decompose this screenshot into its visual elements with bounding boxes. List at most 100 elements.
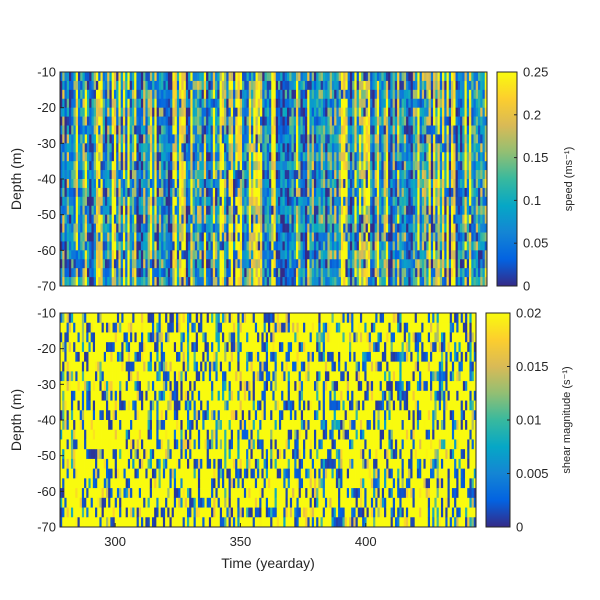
heatmap-cell xyxy=(484,170,488,180)
heatmap-cell xyxy=(291,268,295,278)
heatmap-cell xyxy=(334,134,337,144)
heatmap-cell xyxy=(102,170,106,180)
heatmap-cell xyxy=(129,196,133,207)
heatmap-cell xyxy=(410,250,414,260)
heatmap-cell xyxy=(433,107,436,117)
heatmap-cell xyxy=(478,259,481,269)
heatmap-cell xyxy=(145,241,148,251)
heatmap-cell xyxy=(64,390,67,401)
heatmap-cell xyxy=(363,187,366,198)
heatmap-cell xyxy=(309,98,313,109)
heatmap-cell xyxy=(284,223,288,233)
heatmap-cell xyxy=(84,161,88,171)
heatmap-cell xyxy=(462,205,465,216)
heatmap-cell xyxy=(442,143,445,153)
heatmap-cell xyxy=(77,488,81,499)
heatmap-cell xyxy=(244,250,247,260)
heatmap-cell xyxy=(417,80,420,91)
heatmap-cell xyxy=(125,196,128,207)
heatmap-cell xyxy=(289,161,292,171)
heatmap-cell xyxy=(399,179,402,189)
heatmap-cell xyxy=(327,125,331,135)
heatmap-cell xyxy=(107,268,110,278)
heatmap-cell xyxy=(138,152,142,162)
heatmap-cell xyxy=(424,214,427,224)
heatmap-cell xyxy=(215,125,218,135)
heatmap-cell xyxy=(154,268,157,278)
heatmap-cell xyxy=(244,80,247,91)
heatmap-cell xyxy=(131,277,135,287)
heatmap-cell xyxy=(363,134,366,144)
heatmap-cell xyxy=(453,187,456,198)
heatmap-cell xyxy=(415,214,418,224)
heatmap-cell xyxy=(313,72,317,82)
heatmap-cell xyxy=(451,259,454,269)
heatmap-cell xyxy=(147,134,151,144)
heatmap-cell xyxy=(208,98,211,109)
heatmap-cell xyxy=(401,259,405,269)
heatmap-cell xyxy=(293,98,297,109)
heatmap-cell xyxy=(138,170,142,180)
heatmap-cell xyxy=(464,98,468,109)
heatmap-cell xyxy=(192,187,196,198)
heatmap-cell xyxy=(471,116,474,126)
heatmap-cell xyxy=(80,152,83,162)
heatmap-cell xyxy=(239,232,243,242)
heatmap-cell xyxy=(313,152,317,162)
heatmap-cell xyxy=(273,196,277,207)
heatmap-cell xyxy=(199,143,202,153)
heatmap-cell xyxy=(473,116,477,126)
heatmap-cell xyxy=(471,205,474,216)
heatmap-cell xyxy=(381,125,384,135)
heatmap-cell xyxy=(197,259,200,269)
heatmap-cell xyxy=(203,107,207,117)
heatmap-cell xyxy=(388,250,391,260)
heatmap-cell xyxy=(421,205,425,216)
heatmap-cell xyxy=(125,268,128,278)
heatmap-cell xyxy=(469,250,472,260)
heatmap-cell xyxy=(484,89,488,100)
heatmap-cell xyxy=(224,223,227,233)
heatmap-cell xyxy=(194,277,198,287)
heatmap-cell xyxy=(188,125,191,135)
heatmap-cell xyxy=(217,107,220,117)
heatmap-cell xyxy=(156,259,160,269)
heatmap-cell xyxy=(176,72,180,82)
heatmap-cell xyxy=(318,250,322,260)
heatmap-cell xyxy=(92,410,96,421)
heatmap-cell xyxy=(251,72,254,82)
heatmap-cell xyxy=(127,223,131,233)
heatmap-cell xyxy=(64,468,67,479)
heatmap-cell xyxy=(86,277,90,287)
heatmap-cell xyxy=(104,152,108,162)
heatmap-cell xyxy=(430,152,434,162)
heatmap-cell xyxy=(92,478,96,489)
heatmap-cell xyxy=(457,80,461,91)
heatmap-cell xyxy=(75,205,79,216)
heatmap-cell xyxy=(370,134,373,144)
heatmap-cell xyxy=(95,371,98,382)
heatmap-cell xyxy=(138,107,142,117)
heatmap-cell xyxy=(244,170,247,180)
heatmap-cell xyxy=(410,196,414,207)
heatmap-cell xyxy=(415,223,418,233)
heatmap-cell xyxy=(262,223,265,233)
heatmap-cell xyxy=(93,98,97,109)
heatmap-cell xyxy=(134,214,137,224)
heatmap-cell xyxy=(343,107,346,117)
heatmap-cell xyxy=(338,196,342,207)
heatmap-cell xyxy=(286,89,290,100)
heatmap-cell xyxy=(134,223,137,233)
heatmap-cell xyxy=(138,268,142,278)
heatmap-cell xyxy=(84,259,88,269)
heatmap-cell xyxy=(453,152,456,162)
heatmap-cell xyxy=(208,187,211,198)
heatmap-cell xyxy=(460,125,463,135)
heatmap-cell xyxy=(147,143,151,153)
heatmap-cell xyxy=(367,89,371,100)
heatmap-cell xyxy=(464,232,468,242)
heatmap-cell xyxy=(235,72,238,82)
heatmap-cell xyxy=(90,381,94,392)
heatmap-cell xyxy=(444,214,447,224)
heatmap-cell xyxy=(444,107,447,117)
